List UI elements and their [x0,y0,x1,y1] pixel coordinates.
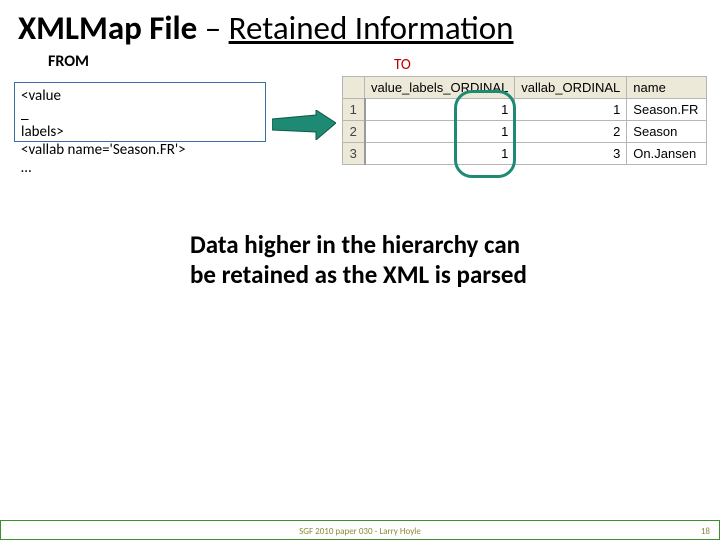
col-rowhead [343,77,365,99]
row-number: 1 [343,99,365,121]
row-number: 3 [343,143,365,165]
xml-l1c: labels> [21,123,259,141]
xml-snippet-box: <value_labels> <vallab name='Season.FR'>… [14,82,266,142]
cell-name: On.Jansen [627,143,707,165]
xml-l1b: _ [21,105,259,123]
table-row: 3 1 3 On.Jansen [343,143,707,165]
col-name: name [627,77,707,99]
col-value-labels-ordinal: value_labels_ORDINAL [365,77,515,99]
cell-vlo: 1 [365,99,515,121]
slide-title: XMLMap File – Retained Information [18,8,514,48]
cell-vlo: 1 [365,143,515,165]
caption-text: Data higher in the hierarchy can be reta… [190,230,550,289]
arrow-icon [272,110,336,140]
title-strong: XMLMap File [18,8,197,48]
title-sep: – [197,8,228,48]
cell-name: Season.FR [627,99,707,121]
data-table: value_labels_ORDINAL vallab_ORDINAL name… [342,76,707,165]
to-label: TO [394,56,411,74]
cell-name: Season [627,121,707,143]
footer-text: SGF 2010 paper 030 - Larry Hoyle [0,526,720,537]
xml-line-3: … [21,159,259,177]
xml-line-1: <value_labels> [21,87,259,141]
cell-vlab: 2 [515,121,627,143]
data-table-wrap: value_labels_ORDINAL vallab_ORDINAL name… [342,76,708,165]
table-header-row: value_labels_ORDINAL vallab_ORDINAL name [343,77,707,99]
title-rest: Retained Information [229,8,514,48]
xml-line-2: <vallab name='Season.FR'> [21,141,259,159]
page-number: 18 [701,526,710,537]
cell-vlab: 1 [515,99,627,121]
row-number: 2 [343,121,365,143]
table-row: 1 1 1 Season.FR [343,99,707,121]
from-label: FROM [48,52,89,71]
col-vallab-ordinal: vallab_ORDINAL [515,77,627,99]
table-row: 2 1 2 Season [343,121,707,143]
xml-l1a: <value [21,87,259,105]
cell-vlo: 1 [365,121,515,143]
cell-vlab: 3 [515,143,627,165]
